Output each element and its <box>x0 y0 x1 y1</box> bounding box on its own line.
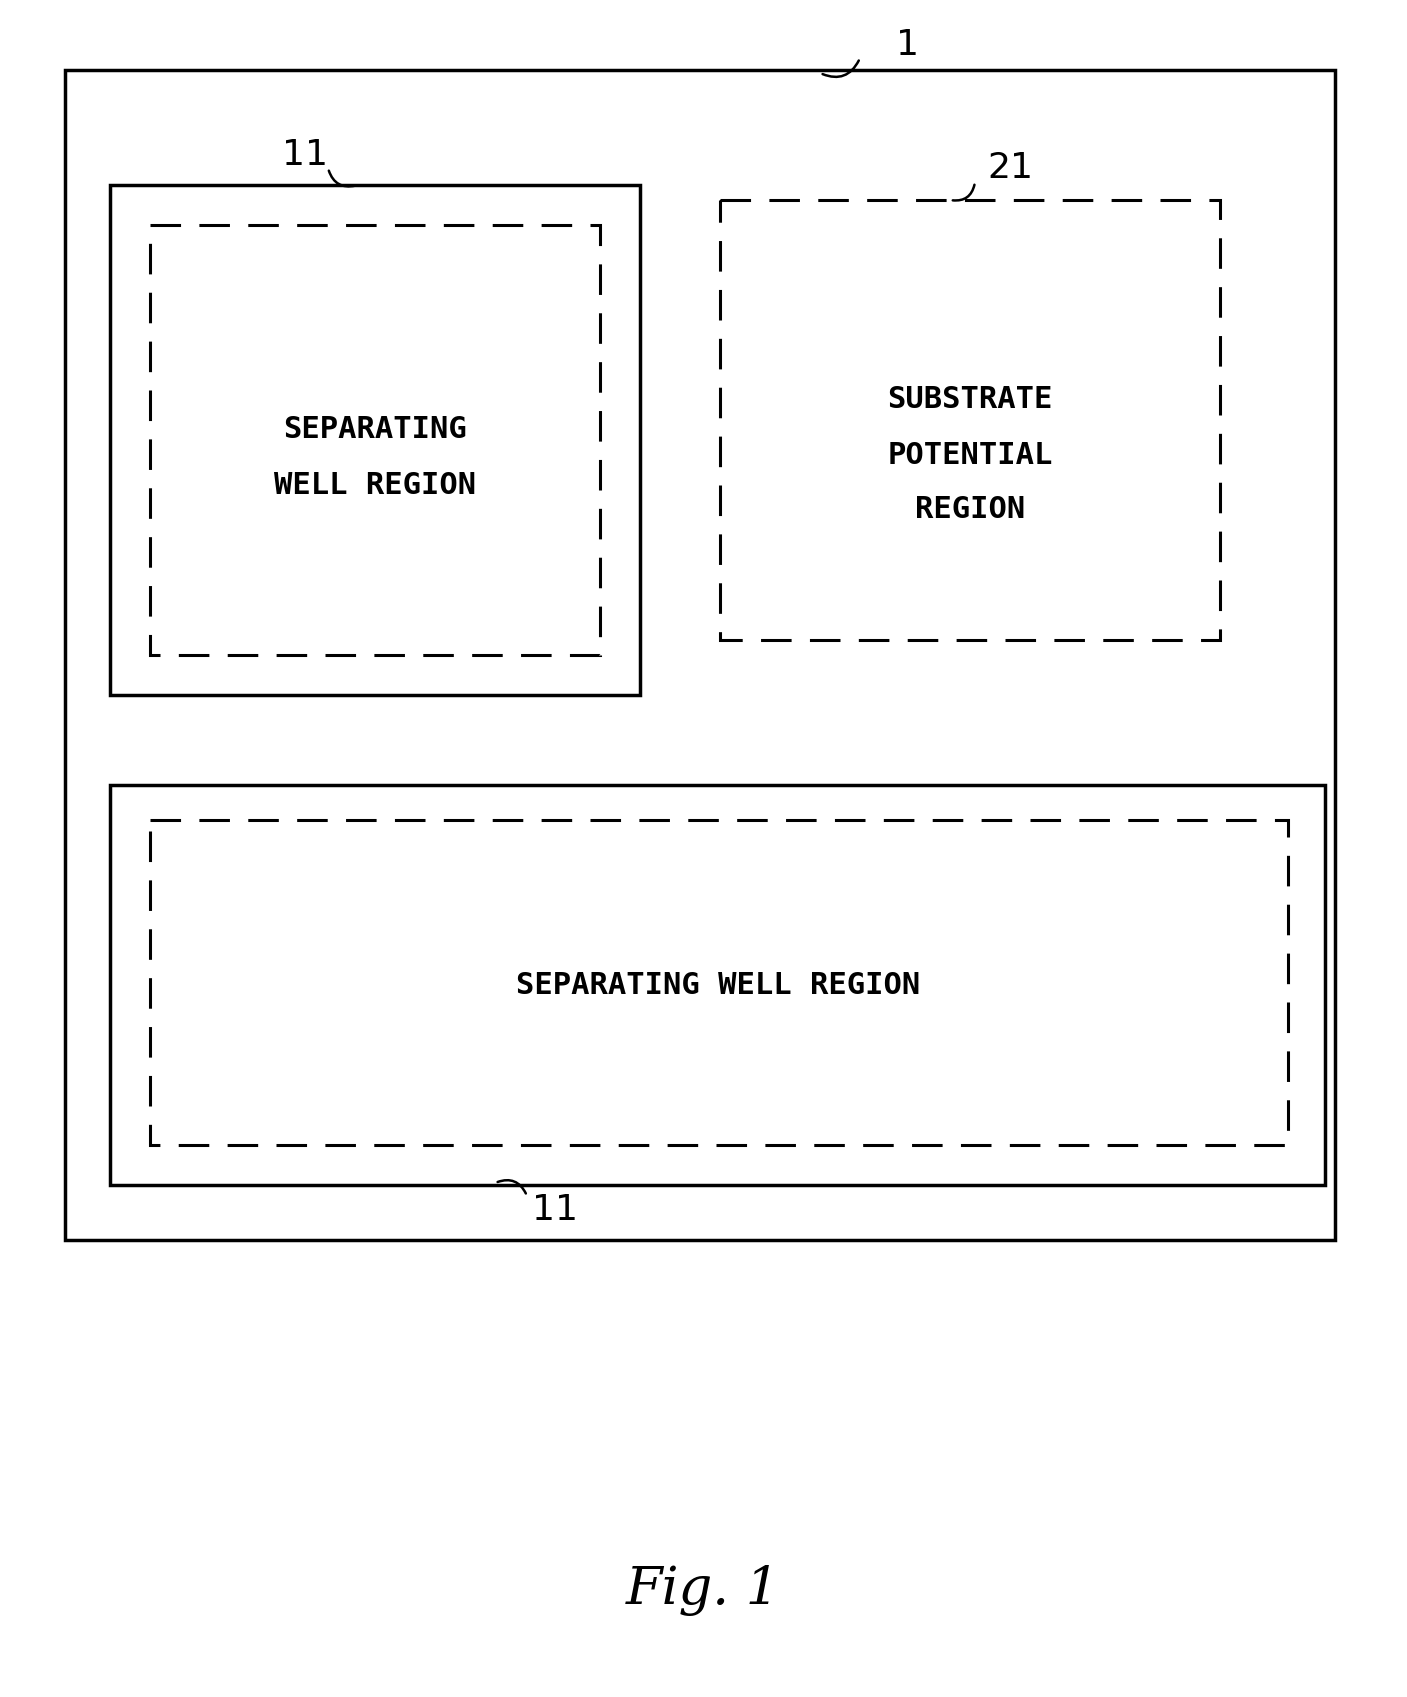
Text: Fig. 1: Fig. 1 <box>626 1565 779 1616</box>
Text: SEPARATING: SEPARATING <box>283 416 467 445</box>
Text: REGION: REGION <box>915 496 1026 524</box>
FancyArrowPatch shape <box>823 61 858 76</box>
Text: SEPARATING WELL REGION: SEPARATING WELL REGION <box>516 971 920 1000</box>
Text: 21: 21 <box>986 151 1033 185</box>
Bar <box>110 185 640 696</box>
Text: WELL REGION: WELL REGION <box>274 470 476 499</box>
Text: 1: 1 <box>896 27 920 63</box>
Bar <box>720 200 1220 640</box>
Bar <box>151 820 1287 1145</box>
Text: POTENTIAL: POTENTIAL <box>888 441 1052 470</box>
Text: 11: 11 <box>532 1193 578 1227</box>
FancyArrowPatch shape <box>498 1179 526 1193</box>
FancyArrowPatch shape <box>329 171 356 187</box>
Bar <box>110 786 1325 1185</box>
Bar <box>65 70 1335 1241</box>
FancyArrowPatch shape <box>953 185 975 200</box>
Text: SUBSTRATE: SUBSTRATE <box>888 385 1052 414</box>
Text: 11: 11 <box>281 137 328 171</box>
Bar <box>151 226 599 655</box>
